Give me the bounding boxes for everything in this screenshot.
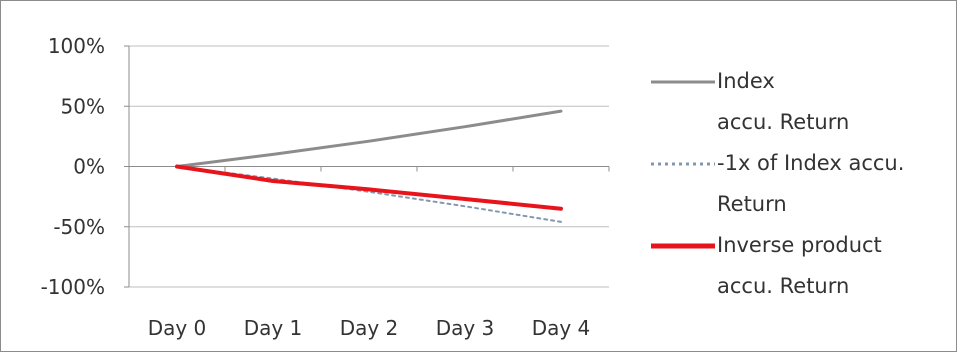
line-chart: 100% 50% 0% -50% -100% Day 0 Day 1 Day 2 Day 3 Da…: [41, 34, 610, 340]
x-tick-label: Day 4: [532, 316, 591, 340]
legend-swatch-index: [651, 80, 715, 84]
legend-label-inverse-product: Inverse product accu. Return: [717, 233, 882, 298]
legend-item-negative-index: -1x of Index accu. Return: [651, 143, 951, 225]
series-line-2: [175, 164, 563, 211]
legend-item-inverse-product: Inverse product accu. Return: [651, 225, 951, 307]
legend-swatch-negative-index: [651, 162, 715, 166]
legend: Index accu. Return -1x of Index accu. Re…: [651, 61, 951, 307]
x-tick-label: Day 0: [148, 316, 207, 340]
y-tick-label: 50%: [61, 94, 105, 118]
x-tick-label: Day 2: [340, 316, 399, 340]
y-tick-label: -50%: [53, 215, 105, 239]
legend-label-index: Index accu. Return: [717, 69, 850, 134]
legend-swatch-inverse-product: [651, 243, 715, 249]
series-line-0: [175, 109, 563, 168]
y-tick-label: -100%: [41, 275, 105, 299]
y-tick-label: 0%: [73, 155, 105, 179]
y-tick-label: 100%: [48, 34, 105, 58]
x-tick-label: Day 3: [436, 316, 495, 340]
legend-label-negative-index: -1x of Index accu. Return: [717, 151, 905, 216]
x-tick-label: Day 1: [244, 316, 303, 340]
legend-item-index: Index accu. Return: [651, 61, 951, 143]
